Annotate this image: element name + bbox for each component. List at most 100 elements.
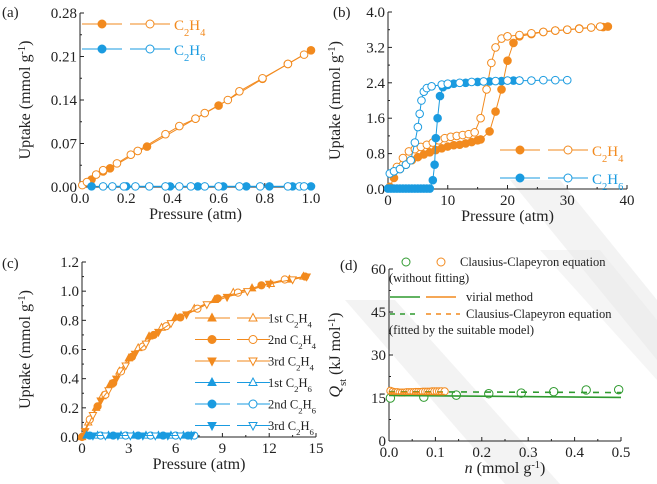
data-point bbox=[586, 23, 596, 32]
data-point bbox=[595, 22, 605, 31]
data-point bbox=[98, 165, 108, 175]
series-c2h6-desorption bbox=[98, 182, 309, 191]
x-axis-label: n (mmol g-1) bbox=[465, 460, 546, 478]
legend-label: Clausius-Clapeyron equation bbox=[460, 255, 606, 269]
legend-item: 1st C2H4 bbox=[195, 312, 312, 330]
y-tick-label: 1.6 bbox=[366, 111, 385, 127]
data-point bbox=[161, 129, 170, 139]
x-axis-label: Pressure (atm) bbox=[461, 208, 554, 225]
x-tick-label: 0.6 bbox=[209, 191, 228, 207]
series-line bbox=[388, 393, 445, 396]
x-tick-label: 3 bbox=[125, 441, 133, 457]
x-tick-label: 30 bbox=[560, 193, 575, 209]
data-point bbox=[126, 150, 136, 159]
data-point bbox=[562, 25, 572, 35]
legend-marker-open bbox=[248, 376, 258, 386]
legend-item: Clausius-Clapeyron equation (without fitt… bbox=[389, 255, 606, 285]
data-point bbox=[235, 182, 244, 191]
x-tick-label: 0.2 bbox=[117, 191, 136, 207]
y-tick-label: 45 bbox=[371, 305, 386, 321]
legend-marker-open bbox=[563, 145, 573, 155]
x-tick-label: 0.2 bbox=[472, 445, 491, 461]
data-point bbox=[280, 275, 289, 284]
y-tick-label: 0.8 bbox=[366, 147, 385, 163]
x-tick-label: 40 bbox=[620, 193, 635, 209]
data-point bbox=[125, 432, 135, 441]
data-point bbox=[182, 311, 191, 320]
data-point bbox=[175, 121, 184, 131]
legend-item: 3rd C2H4 bbox=[195, 355, 315, 373]
legend-marker-filled bbox=[207, 357, 217, 367]
panel-label: (d) bbox=[340, 258, 358, 274]
data-point bbox=[443, 79, 453, 88]
data-point bbox=[111, 375, 121, 384]
data-point bbox=[551, 26, 560, 35]
legend-item: C2H4 bbox=[82, 18, 206, 39]
x-tick-label: 0.0 bbox=[380, 445, 399, 461]
series-3rd-c2h4 bbox=[80, 273, 312, 437]
data-point bbox=[562, 75, 572, 85]
x-tick-label: 0.0 bbox=[71, 191, 90, 207]
data-point bbox=[539, 27, 548, 37]
legend: C2H4 C2H6 bbox=[82, 18, 206, 64]
data-point bbox=[133, 146, 143, 156]
y-tick-label: 4.0 bbox=[366, 5, 385, 21]
legend-marker-open bbox=[248, 357, 258, 367]
data-point bbox=[283, 59, 293, 69]
data-point bbox=[91, 170, 101, 179]
y-tick-label: 1.2 bbox=[60, 255, 79, 271]
legend-label: 1st C2H6 bbox=[268, 376, 312, 394]
data-point bbox=[551, 75, 560, 85]
data-point bbox=[186, 432, 196, 441]
data-point bbox=[223, 95, 233, 105]
data-point bbox=[299, 182, 309, 191]
y-tick-label: 30 bbox=[371, 348, 386, 364]
legend-label: 2nd C2H4 bbox=[268, 333, 317, 351]
data-point bbox=[112, 159, 122, 168]
data-point bbox=[503, 56, 512, 65]
data-point bbox=[455, 78, 465, 88]
data-point bbox=[485, 127, 494, 136]
legend-item: Clausius-Clapeyron equation (fitted by th… bbox=[389, 307, 612, 337]
data-point bbox=[161, 182, 170, 191]
data-point bbox=[539, 75, 548, 85]
x-tick-label: 10 bbox=[440, 193, 455, 209]
x-tick-label: 1.0 bbox=[302, 191, 321, 207]
data-point bbox=[415, 109, 424, 119]
data-point bbox=[487, 58, 496, 68]
legend: 1st C2H4 2nd C2H4 3rd C2H4 1st C2H6 2nd C2H6… bbox=[195, 312, 317, 437]
data-point bbox=[527, 76, 536, 85]
legend-marker-filled bbox=[515, 145, 525, 155]
y-tick-label: 0.2 bbox=[60, 401, 79, 417]
y-tick-label: 15 bbox=[371, 391, 386, 407]
data-point bbox=[166, 320, 176, 329]
x-tick-label: 0 bbox=[384, 193, 392, 209]
legend-marker-open bbox=[248, 399, 258, 409]
series-line bbox=[388, 394, 622, 399]
data-point bbox=[417, 96, 426, 105]
y-tick-label: 0 bbox=[379, 434, 387, 450]
legend-marker-open bbox=[563, 173, 573, 183]
data-point bbox=[430, 160, 439, 169]
legend-marker-open bbox=[248, 422, 258, 432]
legend: C2H4 C2H6 bbox=[500, 144, 624, 193]
data-point bbox=[87, 182, 96, 191]
data-point bbox=[491, 76, 500, 86]
data-point bbox=[431, 133, 441, 143]
x-tick-label: 6 bbox=[172, 441, 180, 457]
x-tick-label: 20 bbox=[500, 193, 515, 209]
data-point bbox=[283, 182, 293, 191]
data-point bbox=[476, 135, 485, 144]
data-point bbox=[509, 38, 518, 48]
data-point bbox=[191, 114, 200, 123]
data-point bbox=[145, 182, 154, 191]
data-point bbox=[96, 397, 106, 406]
data-point bbox=[306, 45, 316, 55]
legend-marker-filled bbox=[207, 312, 217, 322]
data-point bbox=[130, 350, 140, 360]
data-point bbox=[299, 50, 309, 59]
data-point bbox=[406, 155, 416, 165]
legend-label: 1st C2H4 bbox=[268, 312, 312, 330]
panel-b: 0 10 20 30 40 0.0 0.8 1.6 2.4 3.2 4.0 (b) Pressure (… bbox=[327, 5, 635, 225]
